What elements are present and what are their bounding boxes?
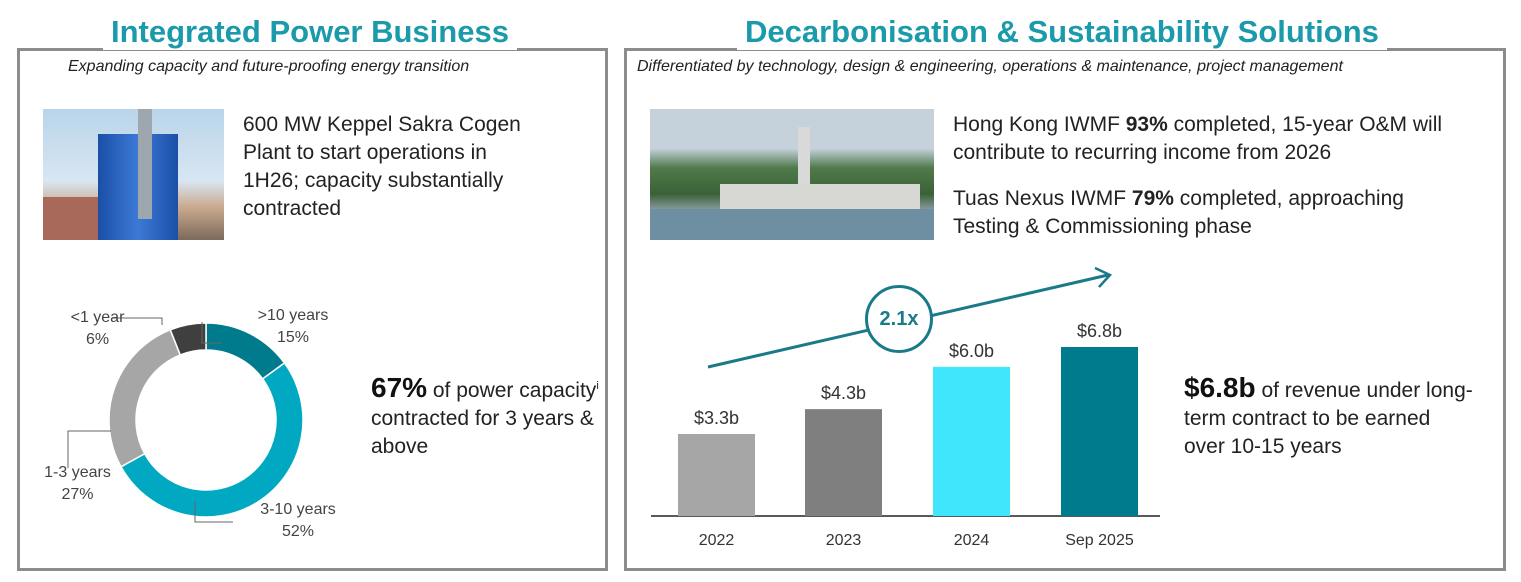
leader-line <box>112 317 163 325</box>
x-tick-label: 2023 <box>826 532 862 549</box>
x-tick-label: 2022 <box>699 532 735 549</box>
integrated-power-subtitle: Expanding capacity and future-proofing e… <box>68 58 470 75</box>
leader-line <box>201 322 222 344</box>
decarbonisation-title: Decarbonisation & Sustainability Solutio… <box>737 14 1387 50</box>
x-tick-label: 2024 <box>954 532 990 549</box>
donut-slice <box>119 361 304 518</box>
donut-label: >10 years 15% <box>257 307 329 346</box>
arrow-head-icon <box>1094 266 1113 288</box>
contract-duration-donut <box>67 317 304 523</box>
bar-value-label: $4.3b <box>821 383 866 403</box>
donut-label: <1 year 6% <box>70 309 125 348</box>
power-capacity-highlight: 67% of power capacityi contracted for 3 … <box>371 372 599 459</box>
integrated-power-title: Integrated Power Business <box>103 14 517 50</box>
bar-value-label: $6.0b <box>949 341 994 361</box>
tuas-nexus-iwmf-text: Tuas Nexus IWMF 79% completed, approachi… <box>953 187 1404 238</box>
leader-line <box>67 430 111 468</box>
donut-label: 1-3 years 27% <box>44 464 111 503</box>
bar <box>678 433 755 516</box>
x-tick-label: Sep 2025 <box>1065 532 1134 549</box>
growth-badge: 2.1x <box>865 285 933 353</box>
revenue-highlight: $6.8b of revenue under long-term contrac… <box>1184 372 1473 459</box>
iwmf-photo <box>650 109 934 240</box>
bar <box>805 409 882 516</box>
leader-line <box>194 502 233 523</box>
donut-slice <box>169 322 207 356</box>
bar-value-label: $3.3b <box>694 408 739 428</box>
plant-text: 600 MW Keppel Sakra Cogen Plant to start… <box>243 113 521 220</box>
decarbonisation-subtitle: Differentiated by technology, design & e… <box>637 58 1343 75</box>
plant-photo <box>43 109 224 240</box>
revenue-bar-chart: $3.3b 2022 $4.3b 2023 $6.0b 2024 $6.8b Sep 2025 <box>651 266 1160 549</box>
bar <box>1061 347 1138 516</box>
donut-label: 3-10 years 52% <box>260 501 336 540</box>
bar <box>933 366 1010 516</box>
bar-value-label: $6.8b <box>1077 321 1122 341</box>
hong-kong-iwmf-text: Hong Kong IWMF 93% completed, 15-year O&… <box>953 113 1443 164</box>
